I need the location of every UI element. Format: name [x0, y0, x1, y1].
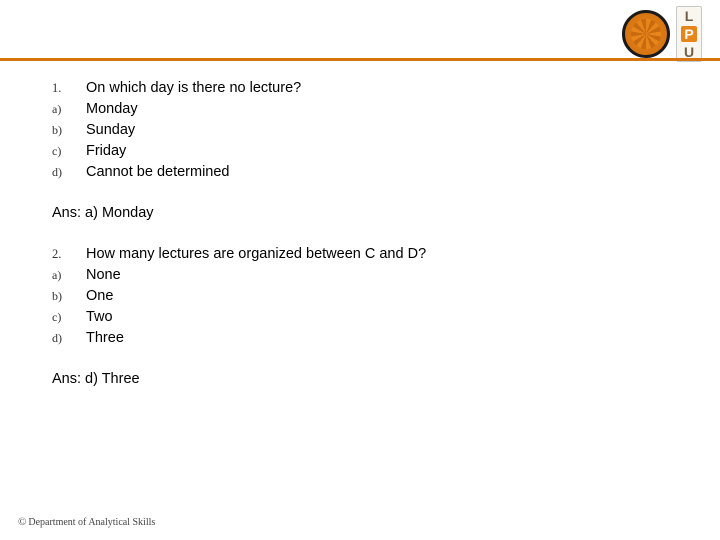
question-row: 1. On which day is there no lecture?	[52, 78, 680, 99]
option-text: None	[86, 265, 680, 286]
header-logos: L P U	[622, 6, 702, 62]
option-text: Monday	[86, 99, 680, 120]
option-row: d) Three	[52, 328, 680, 349]
question-row: 2. How many lectures are organized betwe…	[52, 244, 680, 265]
option-marker: a)	[52, 101, 86, 118]
lpu-badge: L P U	[676, 6, 702, 62]
option-row: c) Friday	[52, 141, 680, 162]
option-row: a) Monday	[52, 99, 680, 120]
lpu-letter: P	[681, 26, 697, 42]
header-divider	[0, 58, 720, 61]
option-row: b) One	[52, 286, 680, 307]
option-marker: b)	[52, 288, 86, 305]
lpu-letter: L	[681, 8, 697, 24]
copyright-symbol: ©	[18, 516, 26, 528]
footer-dept: Department of Analytical Skills	[28, 517, 155, 528]
option-row: a) None	[52, 265, 680, 286]
option-marker: c)	[52, 309, 86, 326]
option-row: c) Two	[52, 307, 680, 328]
question-block: 1. On which day is there no lecture? a) …	[52, 78, 680, 183]
answer-line: Ans: d) Three	[52, 369, 680, 390]
option-text: Cannot be determined	[86, 162, 680, 183]
question-text: On which day is there no lecture?	[86, 78, 680, 99]
option-marker: d)	[52, 330, 86, 347]
option-text: Sunday	[86, 120, 680, 141]
question-text: How many lectures are organized between …	[86, 244, 680, 265]
option-marker: d)	[52, 164, 86, 181]
option-row: d) Cannot be determined	[52, 162, 680, 183]
content-area: 1. On which day is there no lecture? a) …	[52, 78, 680, 410]
option-text: Two	[86, 307, 680, 328]
answer-line: Ans: a) Monday	[52, 203, 680, 224]
question-number: 2.	[52, 245, 86, 263]
option-marker: a)	[52, 267, 86, 284]
option-text: Friday	[86, 141, 680, 162]
option-marker: c)	[52, 143, 86, 160]
footer: © Department of Analytical Skills	[18, 516, 155, 528]
option-row: b) Sunday	[52, 120, 680, 141]
option-marker: b)	[52, 122, 86, 139]
option-text: Three	[86, 328, 680, 349]
university-seal-logo	[622, 10, 670, 58]
option-text: One	[86, 286, 680, 307]
question-block: 2. How many lectures are organized betwe…	[52, 244, 680, 349]
question-number: 1.	[52, 79, 86, 97]
